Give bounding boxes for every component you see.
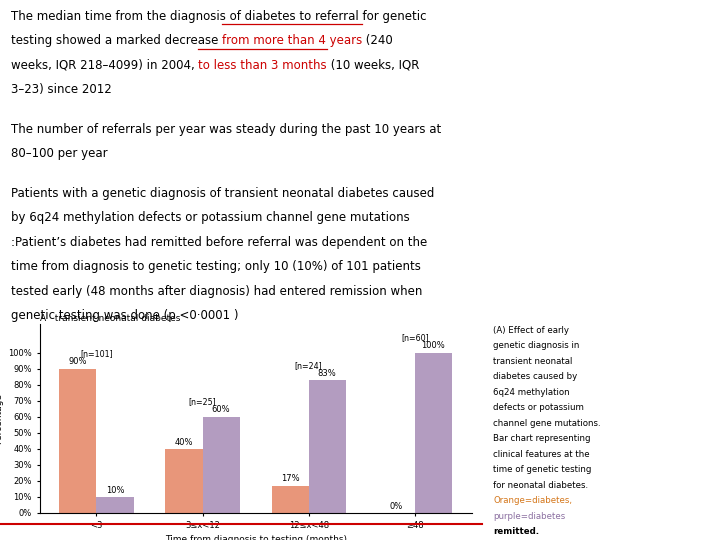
Text: 80–100 per year: 80–100 per year <box>11 147 107 160</box>
Text: (240: (240 <box>362 35 393 48</box>
Bar <box>166 449 202 513</box>
Text: 0%: 0% <box>390 502 403 511</box>
Text: time from diagnosis to genetic testing; only 10 (10%) of 101 patients: time from diagnosis to genetic testing; … <box>11 260 420 273</box>
Text: The median time from the diagnosis of diabetes to referral for genetic: The median time from the diagnosis of di… <box>11 10 426 23</box>
Bar <box>59 369 96 513</box>
Text: [n=24]: [n=24] <box>295 361 323 370</box>
Bar <box>96 497 133 513</box>
Text: A   transient neonatal diabetes: A transient neonatal diabetes <box>40 314 180 323</box>
Text: 40%: 40% <box>175 437 193 447</box>
Text: weeks, IQR 218–4099) in 2004,: weeks, IQR 218–4099) in 2004, <box>11 59 198 72</box>
Text: :Patient’s diabetes had remitted before referral was dependent on the: :Patient’s diabetes had remitted before … <box>11 235 427 249</box>
Text: diabetes caused by: diabetes caused by <box>493 373 577 381</box>
Text: 6q24 methylation: 6q24 methylation <box>493 388 570 397</box>
Text: 10%: 10% <box>106 485 125 495</box>
Text: (A) Effect of early: (A) Effect of early <box>493 326 570 335</box>
Text: defects or potassium: defects or potassium <box>493 403 584 413</box>
Text: [n=25]: [n=25] <box>189 397 216 407</box>
Text: to less than 3 months: to less than 3 months <box>198 59 327 72</box>
Bar <box>309 380 346 513</box>
Text: tested early (48 months after diagnosis) had entered remission when: tested early (48 months after diagnosis)… <box>11 285 422 298</box>
Text: Orange=diabetes,: Orange=diabetes, <box>493 496 572 505</box>
X-axis label: Time from diagnosis to testing (months): Time from diagnosis to testing (months) <box>165 535 346 540</box>
Text: 83%: 83% <box>318 369 337 377</box>
Text: 17%: 17% <box>281 474 300 483</box>
Text: genetic diagnosis in: genetic diagnosis in <box>493 341 580 350</box>
Y-axis label: Percentage: Percentage <box>0 393 3 444</box>
Text: remitted.: remitted. <box>493 528 539 536</box>
Text: testing showed a marked decrease: testing showed a marked decrease <box>11 35 222 48</box>
Text: Bar chart representing: Bar chart representing <box>493 434 590 443</box>
Text: purple=diabetes: purple=diabetes <box>493 512 565 521</box>
Bar <box>202 417 240 513</box>
Text: transient neonatal: transient neonatal <box>493 357 572 366</box>
Text: channel gene mutations.: channel gene mutations. <box>493 419 600 428</box>
Text: [n=101]: [n=101] <box>80 349 113 359</box>
Text: 90%: 90% <box>68 357 87 367</box>
Text: (10 weeks, IQR: (10 weeks, IQR <box>327 59 419 72</box>
Text: Patients with a genetic diagnosis of transient neonatal diabetes caused: Patients with a genetic diagnosis of tra… <box>11 187 434 200</box>
Text: for neonatal diabetes.: for neonatal diabetes. <box>493 481 588 490</box>
Text: 60%: 60% <box>212 406 230 415</box>
Text: clinical features at the: clinical features at the <box>493 450 590 459</box>
Text: genetic testing was done (p <0·0001 ): genetic testing was done (p <0·0001 ) <box>11 309 238 322</box>
Text: time of genetic testing: time of genetic testing <box>493 465 592 474</box>
Text: 3–23) since 2012: 3–23) since 2012 <box>11 83 112 96</box>
Text: by 6q24 methylation defects or potassium channel gene mutations: by 6q24 methylation defects or potassium… <box>11 211 410 224</box>
Text: from more than 4 years: from more than 4 years <box>222 35 362 48</box>
Text: The number of referrals per year was steady during the past 10 years at: The number of referrals per year was ste… <box>11 123 441 136</box>
Text: 100%: 100% <box>421 341 445 350</box>
Text: [n=60]: [n=60] <box>401 333 428 342</box>
Bar <box>271 486 309 513</box>
Bar <box>415 353 452 513</box>
